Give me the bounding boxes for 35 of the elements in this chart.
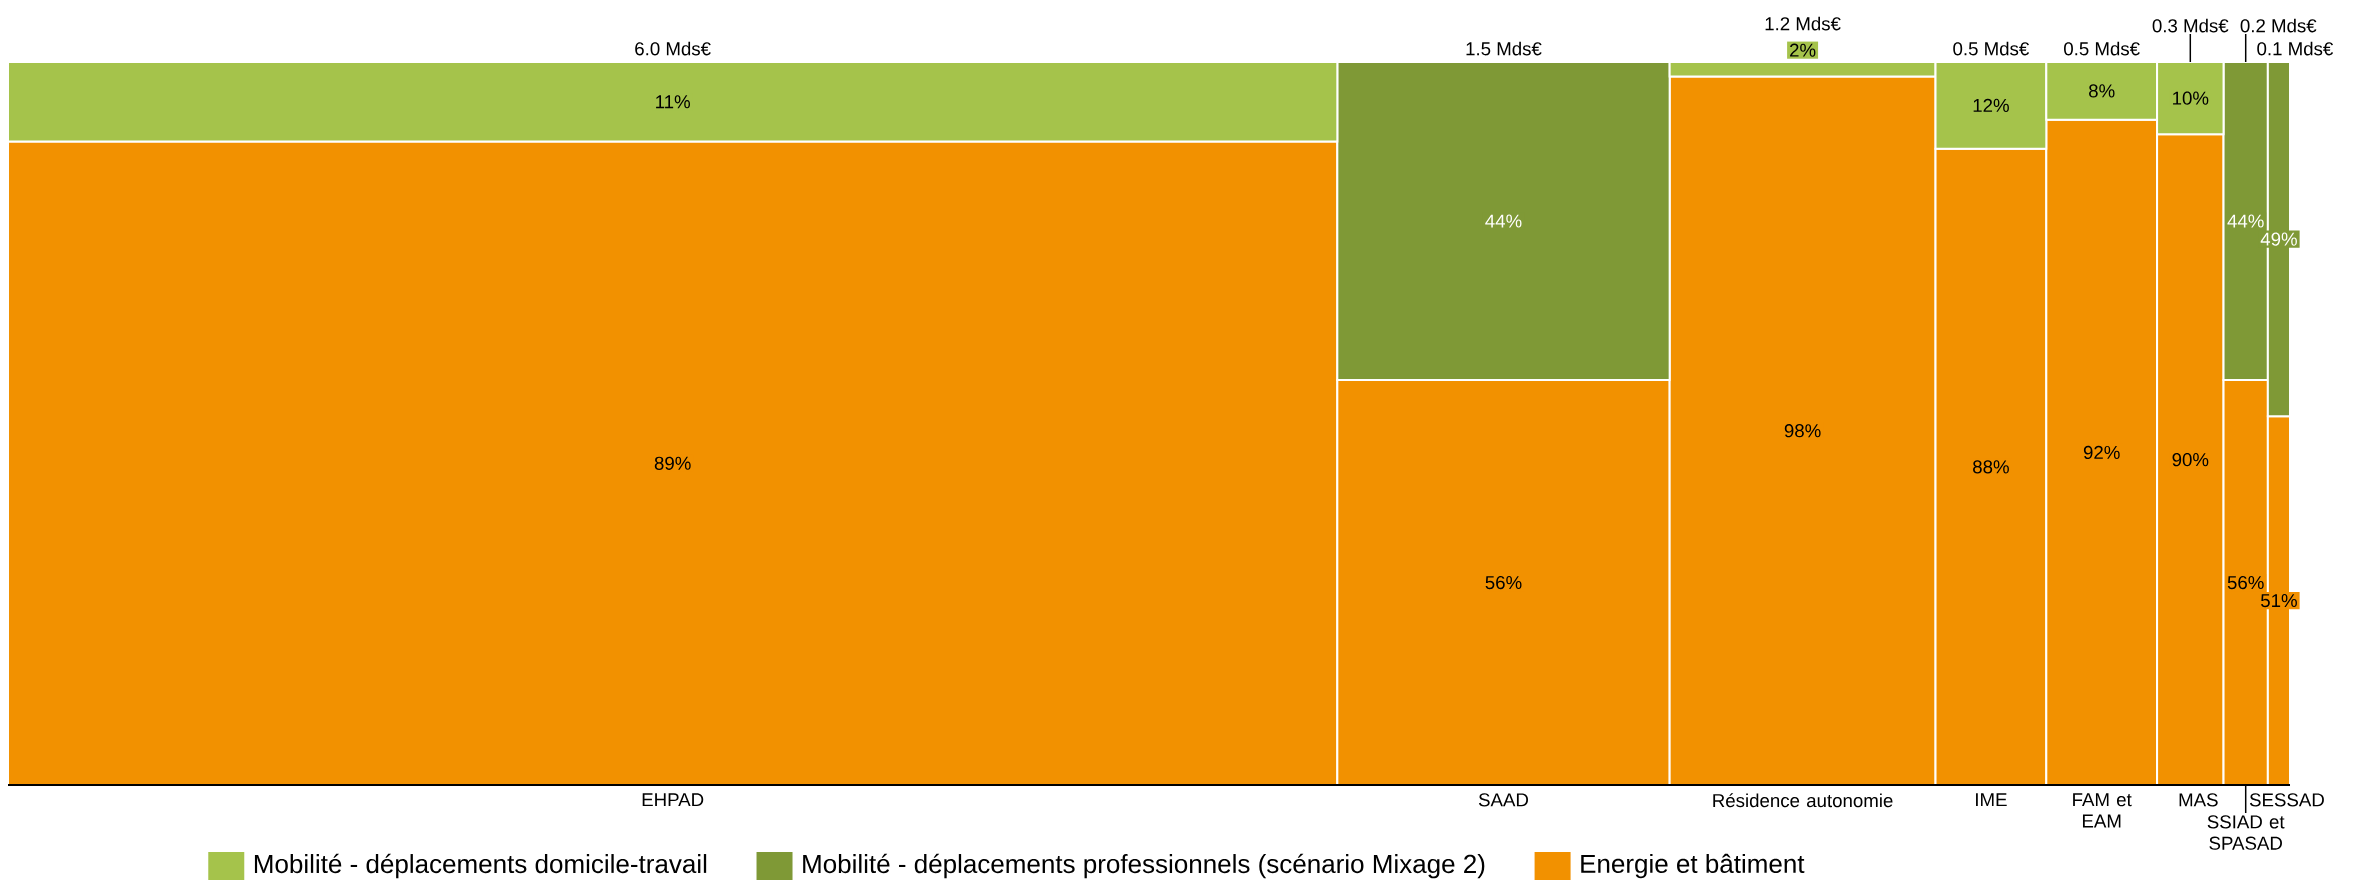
data-label: 56% bbox=[1485, 575, 1522, 590]
data-label: 89% bbox=[654, 456, 691, 470]
data-label: 44% bbox=[2227, 214, 2264, 228]
x-tick-label: SAAD bbox=[1478, 793, 1529, 807]
x-tick-label: FAM et EAM bbox=[2073, 793, 2132, 828]
x-tick-label: MAS bbox=[2179, 793, 2218, 807]
data-label: 8% bbox=[2089, 84, 2115, 98]
data-label: 44% bbox=[1485, 214, 1522, 228]
data-label: 49% bbox=[2260, 232, 2297, 246]
text: 1.5 Mds€ bbox=[1466, 41, 1542, 56]
x-tick-label: IME bbox=[1976, 793, 2007, 807]
data-label: 2% bbox=[1790, 43, 1816, 57]
data-label: 88% bbox=[1973, 460, 2009, 474]
data-label: 12% bbox=[1973, 98, 2009, 112]
data-label: 51% bbox=[2261, 594, 2297, 608]
x-tick-label: Résidence autonomie bbox=[1713, 793, 1893, 808]
data-label: 92% bbox=[2083, 445, 2120, 460]
text: 0.2 Mds€ bbox=[2240, 18, 2317, 33]
x-tick-label: SESSAD bbox=[2249, 793, 2324, 807]
legend-label: Mobilité - déplacements professionnels (scénario Mixage 2) bbox=[803, 853, 1485, 879]
data-label: 98% bbox=[1784, 424, 1821, 438]
data-label: 10% bbox=[2173, 91, 2209, 105]
text: 6.0 Mds€ bbox=[635, 41, 711, 56]
data-label: 90% bbox=[2172, 453, 2209, 467]
x-tick-label: EHPAD bbox=[642, 793, 704, 807]
legend-label: Mobilité - déplacements domicile-travail bbox=[254, 853, 707, 879]
text: 0.5 Mds€ bbox=[1953, 41, 2030, 56]
text: 1.2 Mds€ bbox=[1765, 16, 1841, 31]
text: Energie et bâtiment bbox=[1581, 853, 1805, 879]
text: 0.1 Mds€ bbox=[2257, 41, 2334, 56]
data-label: 11% bbox=[656, 95, 690, 109]
text: 0.3 Mds€ bbox=[2152, 18, 2229, 33]
x-tick-label: SSIAD et SPASAD bbox=[2207, 815, 2285, 850]
text: 0.5 Mds€ bbox=[2064, 41, 2140, 56]
data-label: 56% bbox=[2227, 575, 2264, 590]
